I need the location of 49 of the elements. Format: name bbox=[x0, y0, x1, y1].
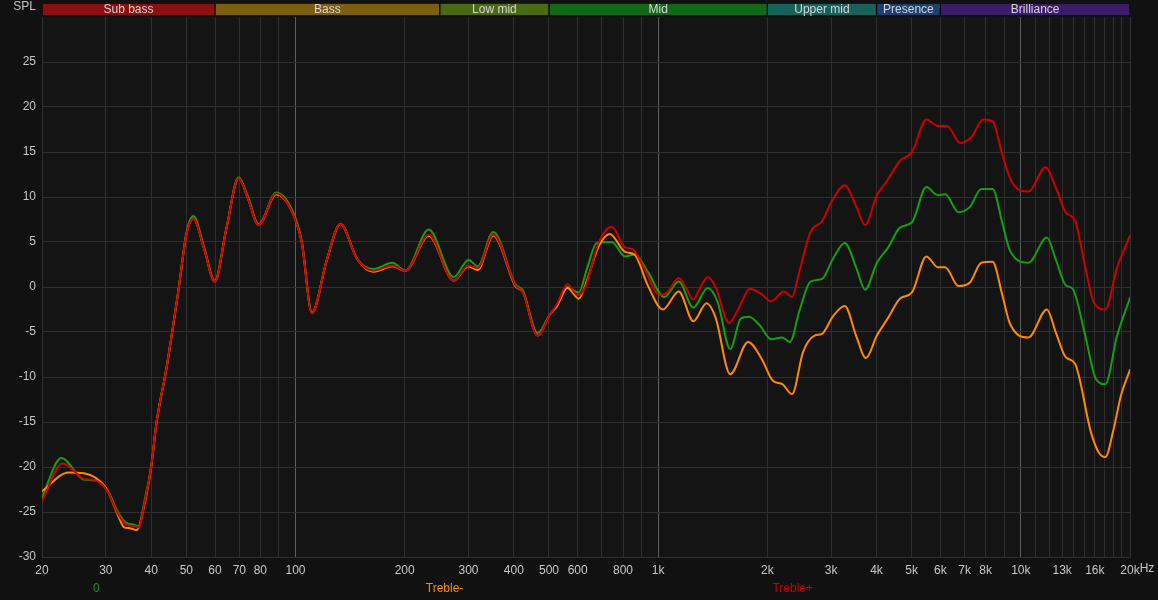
x-tick-label: 10k bbox=[1011, 562, 1032, 577]
series-label: Sub bass bbox=[103, 2, 154, 17]
series-label: Low mid bbox=[472, 2, 517, 17]
x-tick-label: 1k bbox=[651, 562, 666, 577]
x-tick-label: 2k bbox=[760, 562, 775, 577]
x-tick-label: 7k bbox=[958, 562, 972, 577]
text: Treble+ bbox=[772, 581, 814, 596]
y-tick-label: -30 bbox=[18, 549, 37, 564]
y-tick-label: 10 bbox=[22, 189, 37, 204]
x-tick-label: 6k bbox=[934, 562, 948, 577]
x-tick-label: 40 bbox=[144, 562, 159, 577]
x-tick-label: 600 bbox=[567, 562, 589, 577]
y-tick-label: -20 bbox=[18, 459, 37, 474]
x-tick-label: 30 bbox=[99, 562, 113, 577]
series-label: Presence bbox=[883, 2, 935, 17]
x-tick-label: 100 bbox=[285, 562, 306, 577]
series-label: Mid bbox=[648, 2, 668, 17]
x-tick-label: 16k bbox=[1085, 562, 1106, 577]
x-tick-label: 60 bbox=[208, 562, 223, 577]
x-tick-label: 20k bbox=[1120, 562, 1141, 577]
x-tick-label: 13k bbox=[1052, 562, 1073, 577]
y-tick-label: -15 bbox=[18, 414, 37, 429]
x-tick-label: 200 bbox=[394, 562, 415, 577]
y-tick-label: 25 bbox=[22, 54, 37, 69]
y-tick-label: -10 bbox=[18, 369, 37, 384]
text: Treble- bbox=[425, 581, 464, 596]
x-tick-label: 4k bbox=[870, 562, 884, 577]
y-tick-label: 15 bbox=[22, 144, 37, 159]
y-tick-label: 20 bbox=[22, 99, 37, 114]
y-tick-label: -25 bbox=[18, 504, 37, 519]
x-tick-label: 500 bbox=[538, 562, 560, 577]
text: 0 bbox=[93, 581, 101, 596]
x-tick-label: 50 bbox=[179, 562, 194, 577]
x-tick-label: 5k bbox=[905, 562, 919, 577]
x-axis-title: Hz bbox=[1139, 561, 1155, 576]
x-tick-label: 800 bbox=[613, 562, 634, 577]
x-tick-label: 80 bbox=[253, 562, 268, 577]
x-tick-label: 300 bbox=[458, 562, 479, 577]
y-axis-title: SPL bbox=[13, 0, 37, 14]
y-tick-label: -5 bbox=[25, 324, 37, 339]
x-tick-label: 3k bbox=[824, 562, 839, 577]
x-tick-label: 8k bbox=[979, 562, 994, 577]
series-label: Upper mid bbox=[794, 2, 850, 17]
series-label: Bass bbox=[314, 2, 341, 17]
y-tick-label: 0 bbox=[29, 279, 37, 294]
series-label: Brilliance bbox=[1010, 2, 1060, 17]
x-tick-label: 70 bbox=[232, 562, 247, 577]
x-tick-label: 400 bbox=[503, 562, 525, 577]
y-tick-label: 5 bbox=[29, 234, 37, 249]
